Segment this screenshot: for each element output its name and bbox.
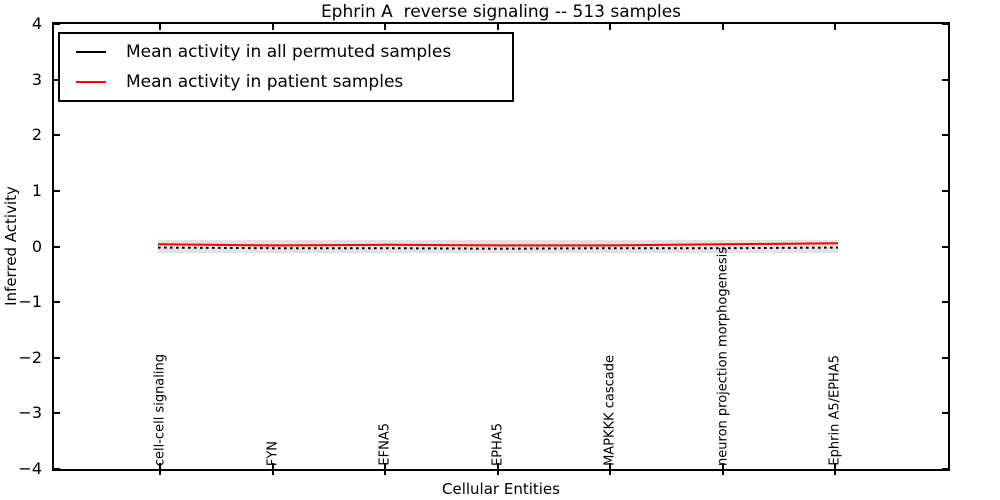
x-tick-label: cell-cell signaling [152,353,168,466]
y-tick-mark-right [942,189,948,192]
legend-item-label: Mean activity in patient samples [126,72,404,92]
y-tick-mark-left [54,356,60,359]
x-tick-label: FYN [265,440,280,466]
y-tick-mark-right [942,468,948,470]
chart-canvas [157,239,839,254]
x-tick-mark-top [159,24,161,30]
x-tick-label: EPHA5 [490,423,505,466]
y-tick-mark-left [54,468,60,470]
x-tick-mark-bottom [834,463,836,469]
y-tick-mark-right [942,245,948,248]
legend-line-patient [76,81,106,83]
x-tick-mark-outer [721,471,724,475]
y-tick-mark-left [54,78,60,81]
y-tick-label: 0 [31,236,42,256]
x-tick-mark-top [721,24,724,30]
x-tick-mark-bottom [271,463,274,469]
y-tick-mark-left [54,134,60,137]
x-tick-mark-top [834,24,836,30]
y-tick-label: −3 [18,403,42,423]
legend: Mean activity in all permuted samples Mea… [58,32,514,102]
y-tick-mark-right [942,134,948,137]
x-tick-mark-top [384,24,386,30]
y-tick-label: −1 [18,292,42,312]
x-axis-title: Cellular Entities [442,480,560,498]
y-tick-mark-left [54,245,60,248]
y-tick-label: 4 [31,14,42,33]
x-tick-label: neuron projection morphogenesis [715,247,730,466]
x-tick-label: EFNA5 [377,423,393,466]
legend-line-permuted [76,51,106,53]
x-tick-mark-top [609,24,611,30]
y-tick-mark-left [54,301,60,304]
x-tick-mark-bottom [609,463,611,469]
x-tick-label: Ephrin A5/EPHA5 [827,355,843,466]
x-tick-mark-bottom [496,463,499,469]
permuted-range-band [158,239,838,254]
legend-item-label: Mean activity in all permuted samples [126,42,452,62]
y-tick-mark-left [54,189,60,192]
y-tick-mark-right [942,301,948,304]
y-tick-mark-right [942,412,948,415]
x-tick-mark-outer [834,471,836,475]
y-tick-label: 3 [31,69,42,89]
y-tick-mark-right [942,23,948,25]
x-tick-mark-top [271,24,274,30]
y-tick-mark-left [54,23,60,25]
y-tick-mark-right [942,356,948,359]
x-tick-mark-outer [609,471,611,475]
x-tick-mark-outer [271,471,274,475]
y-tick-mark-right [942,78,948,81]
x-tick-mark-bottom [159,463,161,469]
x-tick-mark-outer [496,471,499,475]
y-tick-label: −4 [18,459,42,478]
x-tick-label: MAPKKK cascade [602,355,618,466]
y-tick-label: 2 [31,125,42,145]
x-tick-mark-outer [384,471,386,475]
chart-title: Ephrin A reverse signaling -- 513 sample… [320,2,682,22]
x-tick-mark-bottom [721,463,724,469]
y-tick-mark-left [54,412,60,415]
x-tick-mark-bottom [384,463,386,469]
x-tick-mark-top [496,24,499,30]
y-tick-label: 1 [31,180,42,200]
x-tick-mark-outer [159,471,161,475]
y-tick-label: −2 [18,347,42,367]
patient-mean-line [157,242,839,247]
legend-item: Mean activity in patient samples [60,67,512,97]
legend-item: Mean activity in all permuted samples [60,37,512,67]
